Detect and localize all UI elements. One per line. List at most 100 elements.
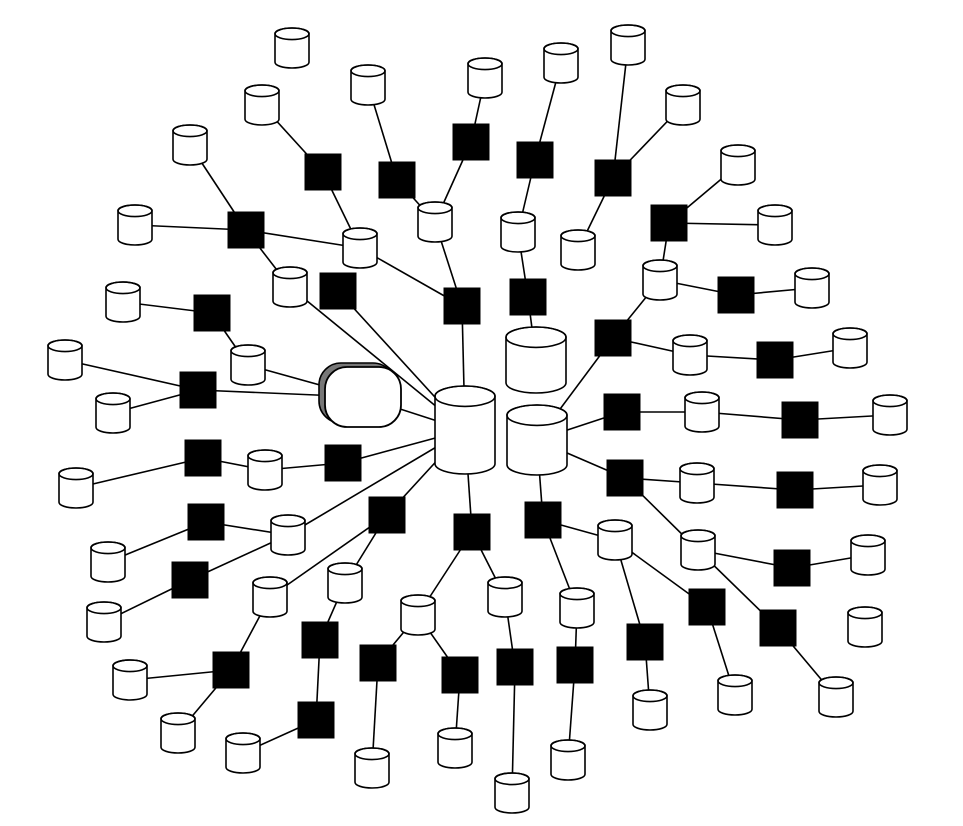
filled-square-node-icon <box>556 646 594 684</box>
database-cylinder-icon <box>354 747 390 789</box>
filled-square-node-icon <box>212 651 250 689</box>
database-cylinder-icon <box>86 601 122 643</box>
filled-square-node-icon <box>443 287 481 325</box>
filled-square-node-icon <box>193 294 231 332</box>
terminal-icon <box>318 362 402 428</box>
database-cylinder-icon <box>327 562 363 604</box>
database-cylinder-icon <box>818 676 854 718</box>
filled-square-node-icon <box>227 211 265 249</box>
database-cylinder-icon <box>720 144 756 186</box>
connection-line <box>612 44 629 179</box>
connection-line <box>75 457 204 489</box>
filled-square-node-icon <box>603 393 641 431</box>
filled-square-node-icon <box>359 644 397 682</box>
database-cylinder-icon <box>672 334 708 376</box>
database-cylinder-icon <box>400 594 436 636</box>
database-cylinder-icon <box>417 201 453 243</box>
database-cylinder-icon <box>665 84 701 126</box>
filled-square-node-icon <box>509 278 547 316</box>
database-cylinder-icon <box>832 327 868 369</box>
database-cylinder-icon <box>112 659 148 701</box>
filled-square-node-icon <box>179 371 217 409</box>
database-cylinder-icon <box>862 464 898 506</box>
filled-square-node-icon <box>187 503 225 541</box>
filled-square-node-icon <box>301 621 339 659</box>
filled-square-node-icon <box>319 272 357 310</box>
filled-square-node-icon <box>756 341 794 379</box>
database-cylinder-icon <box>610 24 646 66</box>
database-cylinder-icon <box>560 229 596 271</box>
database-cylinder-icon <box>350 64 386 106</box>
filled-square-node-icon <box>184 439 222 477</box>
database-cylinder-icon <box>559 587 595 629</box>
filled-square-node-icon <box>524 501 562 539</box>
database-cylinder-icon <box>847 606 883 648</box>
filled-square-node-icon <box>441 656 479 694</box>
database-cylinder-icon <box>684 391 720 433</box>
database-cylinder-icon <box>500 211 536 253</box>
filled-square-node-icon <box>452 123 490 161</box>
database-cylinder-icon <box>160 712 196 754</box>
database-cylinder-icon <box>90 541 126 583</box>
filled-square-node-icon <box>650 204 688 242</box>
filled-square-node-icon <box>688 588 726 626</box>
database-cylinder-icon <box>437 727 473 769</box>
filled-square-node-icon <box>324 444 362 482</box>
database-cylinder-icon <box>680 529 716 571</box>
switch-nodes <box>171 123 819 739</box>
database-cylinder-icon <box>434 385 496 475</box>
database-cylinder-icon <box>467 57 503 99</box>
database-cylinder-icon <box>487 576 523 618</box>
database-cylinder-icon <box>632 689 668 731</box>
database-cylinder-icon <box>850 534 886 576</box>
connection-line <box>245 229 361 249</box>
database-cylinder-icon <box>550 739 586 781</box>
database-cylinder-icon <box>95 392 131 434</box>
filled-square-node-icon <box>776 471 814 509</box>
connection-line <box>64 359 199 391</box>
filled-square-node-icon <box>378 161 416 199</box>
database-cylinder-icon <box>543 42 579 84</box>
terminal-nodes <box>318 362 402 428</box>
database-cylinder-icon <box>270 514 306 556</box>
database-cylinder-icon <box>225 732 261 774</box>
database-cylinder-icon <box>872 394 908 436</box>
database-cylinder-icon <box>230 344 266 386</box>
database-cylinder-icon <box>252 576 288 618</box>
database-cylinder-icon <box>642 259 678 301</box>
filled-square-node-icon <box>759 609 797 647</box>
database-cylinder-icon <box>274 27 310 69</box>
database-cylinder-icon <box>172 124 208 166</box>
filled-square-node-icon <box>453 513 491 551</box>
filled-square-node-icon <box>368 496 406 534</box>
database-cylinder-icon <box>105 281 141 323</box>
database-cylinder-icon <box>342 227 378 269</box>
filled-square-node-icon <box>496 648 534 686</box>
database-cylinder-icon <box>679 462 715 504</box>
database-cylinder-icon <box>117 204 153 246</box>
connection-line <box>511 666 516 794</box>
filled-square-node-icon <box>297 701 335 739</box>
database-cylinder-icon <box>597 519 633 561</box>
filled-square-node-icon <box>594 159 632 197</box>
database-cylinder-icon <box>47 339 83 381</box>
filled-square-node-icon <box>717 276 755 314</box>
filled-square-node-icon <box>516 141 554 179</box>
database-cylinder-icon <box>794 267 830 309</box>
filled-square-node-icon <box>773 549 811 587</box>
filled-square-node-icon <box>594 319 632 357</box>
database-cylinder-icon <box>272 266 308 308</box>
database-cylinder-icon <box>506 404 568 476</box>
database-cylinder-icon <box>58 467 94 509</box>
database-nodes <box>47 24 908 814</box>
filled-square-node-icon <box>171 561 209 599</box>
database-cylinder-icon <box>247 449 283 491</box>
filled-square-node-icon <box>626 623 664 661</box>
database-cylinder-icon <box>244 84 280 126</box>
database-cylinder-icon <box>757 204 793 246</box>
filled-square-node-icon <box>606 459 644 497</box>
connection-line <box>269 514 388 598</box>
filled-square-node-icon <box>781 401 819 439</box>
database-cylinder-icon <box>505 326 567 394</box>
